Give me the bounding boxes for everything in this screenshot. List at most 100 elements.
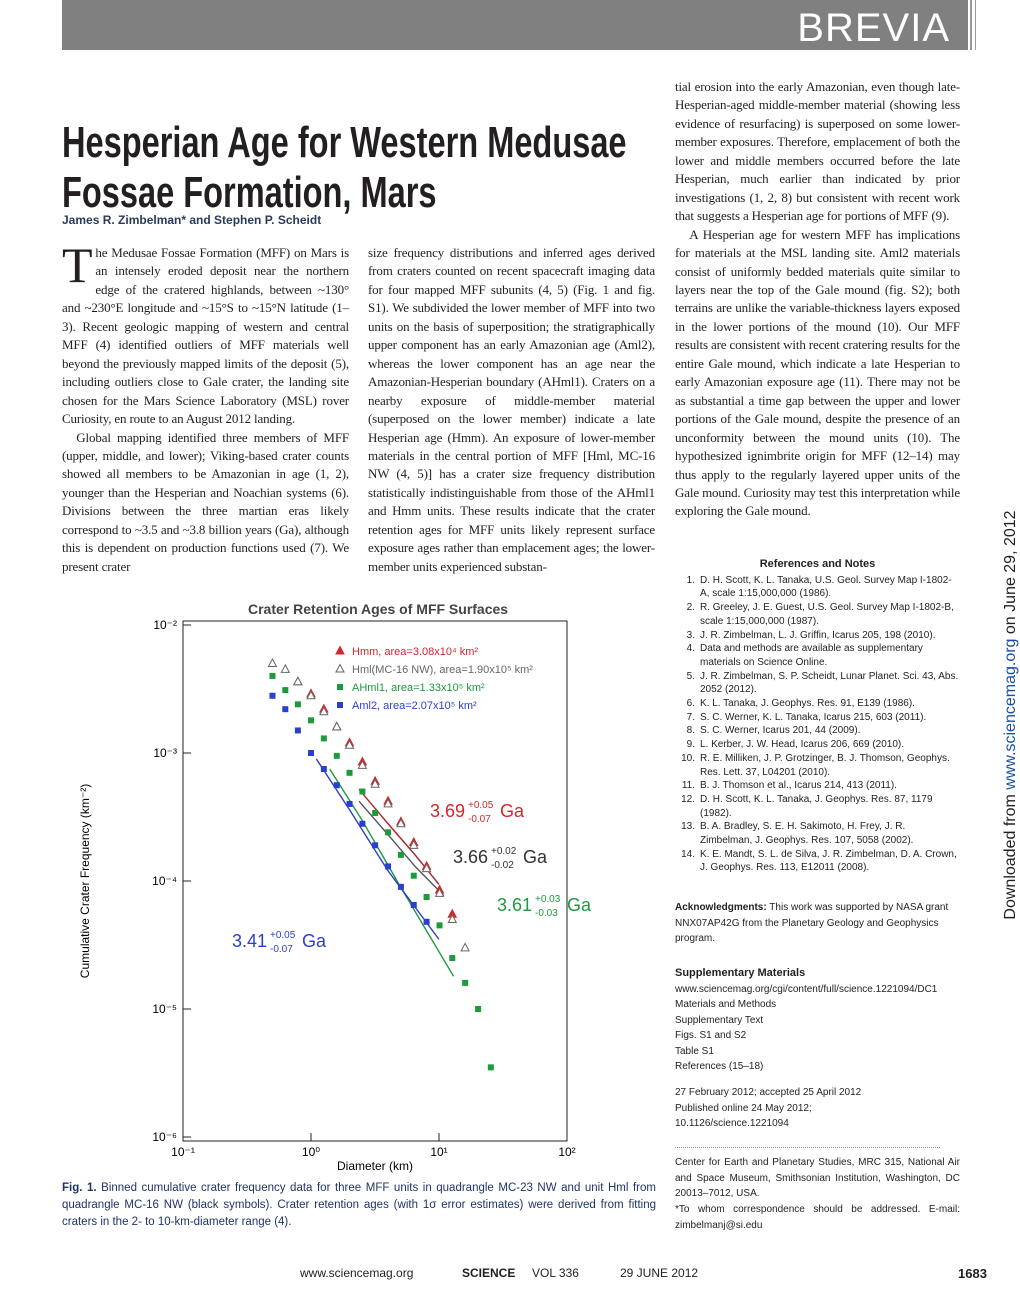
date-line: Published online 24 May 2012; bbox=[675, 1102, 812, 1114]
reference-number: 1. bbox=[686, 574, 695, 586]
data-point bbox=[293, 676, 303, 686]
isochron-fit bbox=[358, 800, 445, 897]
data-point bbox=[372, 809, 379, 816]
header-rule bbox=[970, 0, 972, 50]
data-point bbox=[294, 701, 301, 708]
reference-number: 7. bbox=[686, 711, 695, 723]
reference-text: S. C. Werner, K. L. Tanaka, Icarus 215, … bbox=[700, 711, 927, 723]
footer-volume: VOL 336 bbox=[532, 1266, 579, 1280]
reference: 14. K. E. Mandt, S. L. de Silva, J. R. Zi… bbox=[675, 848, 960, 875]
banner-suffix: on June 29, 2012 bbox=[1002, 510, 1019, 635]
reference: 10. R. E. Milliken, J. P. Grotzinger, B. … bbox=[675, 752, 960, 779]
data-point bbox=[308, 750, 314, 756]
authors: James R. Zimbelman* and Stephen P. Schei… bbox=[62, 213, 322, 227]
reference: 12. D. H. Scott, K. L. Tanaka, J. Geophys… bbox=[675, 793, 960, 820]
legend-marker bbox=[335, 663, 345, 673]
paragraph: size frequency distributions and inferre… bbox=[368, 244, 655, 576]
age-unit: Ga bbox=[523, 847, 548, 867]
chart: Crater Retention Ages of MFF Surfaces 10⁻… bbox=[78, 601, 592, 1173]
y-tick-label: 10⁻⁴ bbox=[152, 874, 177, 888]
y-tick-label: 10⁻⁵ bbox=[152, 1002, 177, 1016]
data-point bbox=[306, 690, 316, 700]
age-plus: +0.02 bbox=[491, 846, 517, 857]
reference-text: R. Greeley, J. E. Guest, U.S. Geol. Surv… bbox=[700, 602, 954, 627]
side-banner: Downloaded from www.sciencemag.org on Ju… bbox=[1002, 395, 1020, 1035]
data-point bbox=[385, 863, 392, 870]
paragraph-text: he Medusae Fossae Formation (MFF) on Mar… bbox=[62, 245, 349, 427]
reference-text: K. L. Tanaka, J. Geophys. Res. 91, E139 … bbox=[700, 698, 915, 710]
reference-number: 11. bbox=[681, 780, 695, 792]
supplementary: Supplementary Materials www.sciencemag.o… bbox=[675, 966, 960, 1075]
ack-label: Acknowledgments: bbox=[675, 902, 767, 913]
banner-link[interactable]: www.sciencemag.org bbox=[1002, 638, 1019, 790]
data-point bbox=[397, 851, 404, 858]
data-point bbox=[294, 727, 301, 734]
reference-text: B. A. Bradley, S. E. H. Sakimoto, H. Fre… bbox=[700, 821, 914, 847]
reference-number: 10. bbox=[681, 752, 695, 764]
data-point bbox=[346, 769, 353, 776]
chart-title: Crater Retention Ages of MFF Surfaces bbox=[248, 601, 508, 617]
x-tick-label: 10⁰ bbox=[302, 1145, 320, 1159]
reference-text: J. R. Zimbelman, S. P. Scheidt, Lunar Pl… bbox=[700, 670, 959, 696]
y-tick-label: 10⁻⁶ bbox=[152, 1130, 177, 1144]
legend-marker bbox=[337, 702, 343, 708]
reference: 8. S. C. Werner, Icarus 201, 44 (2009). bbox=[675, 724, 960, 738]
x-tick-label: 10² bbox=[558, 1145, 575, 1159]
footer-date: 29 JUNE 2012 bbox=[620, 1266, 699, 1280]
data-point bbox=[357, 759, 368, 769]
y-tick-label: 10⁻³ bbox=[153, 746, 177, 760]
age-plus: +0.03 bbox=[535, 894, 561, 905]
data-point bbox=[308, 717, 314, 724]
reference-text: K. E. Mandt, S. L. de Silva, J. R. Zimbe… bbox=[700, 848, 957, 874]
paragraph: tial erosion into the early Amazonian, e… bbox=[675, 78, 960, 226]
y-tick-label: 10⁻² bbox=[153, 618, 177, 632]
data-point bbox=[319, 706, 329, 716]
age-unit: Ga bbox=[500, 801, 525, 821]
reference-number: 6. bbox=[686, 698, 695, 710]
supp-line: References (15–18) bbox=[675, 1061, 764, 1072]
title-line: Hesperian Age for Western Medusae bbox=[62, 118, 627, 167]
drop-cap: T bbox=[62, 237, 93, 293]
supp-line: Materials and Methods bbox=[675, 999, 777, 1010]
reference: 3. J. R. Zimbelman, L. J. Griffin, Icarus… bbox=[675, 629, 960, 643]
divider bbox=[675, 1147, 940, 1148]
age-label: 3.69 +0.05 -0.07 Ga bbox=[430, 800, 525, 825]
footer-url[interactable]: www.sciencemag.org bbox=[300, 1266, 414, 1280]
column: size frequency distributions and inferre… bbox=[368, 244, 655, 576]
correspondence: *To whom correspondence should be addres… bbox=[675, 1204, 960, 1231]
legend-label: AHml1, area=1.33x10⁵ km² bbox=[352, 682, 485, 694]
data-point bbox=[282, 706, 289, 713]
data-point bbox=[475, 1006, 482, 1012]
x-tick-label: 10⁻¹ bbox=[171, 1145, 195, 1159]
reference-number: 3. bbox=[686, 629, 695, 641]
reference: 11. B. J. Thomson et al., Icarus 214, 413… bbox=[675, 779, 960, 793]
data-point bbox=[267, 657, 278, 668]
y-axis-label: Cumulative Crater Frequency (km⁻²) bbox=[78, 784, 92, 978]
data-point bbox=[487, 1064, 494, 1071]
x-tick-label: 10¹ bbox=[430, 1145, 447, 1159]
data-point bbox=[436, 922, 443, 929]
reference-number: 8. bbox=[686, 725, 695, 737]
acknowledgments: Acknowledgments: This work was supported… bbox=[675, 900, 950, 947]
data-point bbox=[460, 942, 470, 952]
date-line: 27 February 2012; accepted 25 April 2012 bbox=[675, 1087, 862, 1098]
legend-label: Hmm, area=3.08x10⁴ km² bbox=[352, 646, 478, 658]
age-unit: Ga bbox=[302, 931, 327, 951]
age-minus: -0.02 bbox=[491, 860, 514, 871]
footer-journal: SCIENCE bbox=[462, 1266, 516, 1280]
reference: 5. J. R. Zimbelman, S. P. Scheidt, Lunar … bbox=[675, 670, 960, 697]
legend-marker bbox=[337, 684, 343, 690]
reference-text: Data and methods are available as supple… bbox=[700, 643, 923, 668]
header-rule bbox=[975, 0, 976, 50]
data-point bbox=[383, 798, 393, 808]
reference-number: 13. bbox=[681, 821, 695, 833]
ack-text: This work was supported by NASA grant NN… bbox=[675, 902, 949, 944]
age-minus: -0.07 bbox=[468, 814, 491, 825]
supp-line: www.sciencemag.org/cgi/content/full/scie… bbox=[675, 983, 938, 995]
data-point bbox=[423, 893, 430, 900]
data-point bbox=[410, 872, 417, 879]
data-point bbox=[396, 818, 406, 828]
data-point bbox=[385, 829, 392, 836]
data-point bbox=[320, 735, 327, 742]
